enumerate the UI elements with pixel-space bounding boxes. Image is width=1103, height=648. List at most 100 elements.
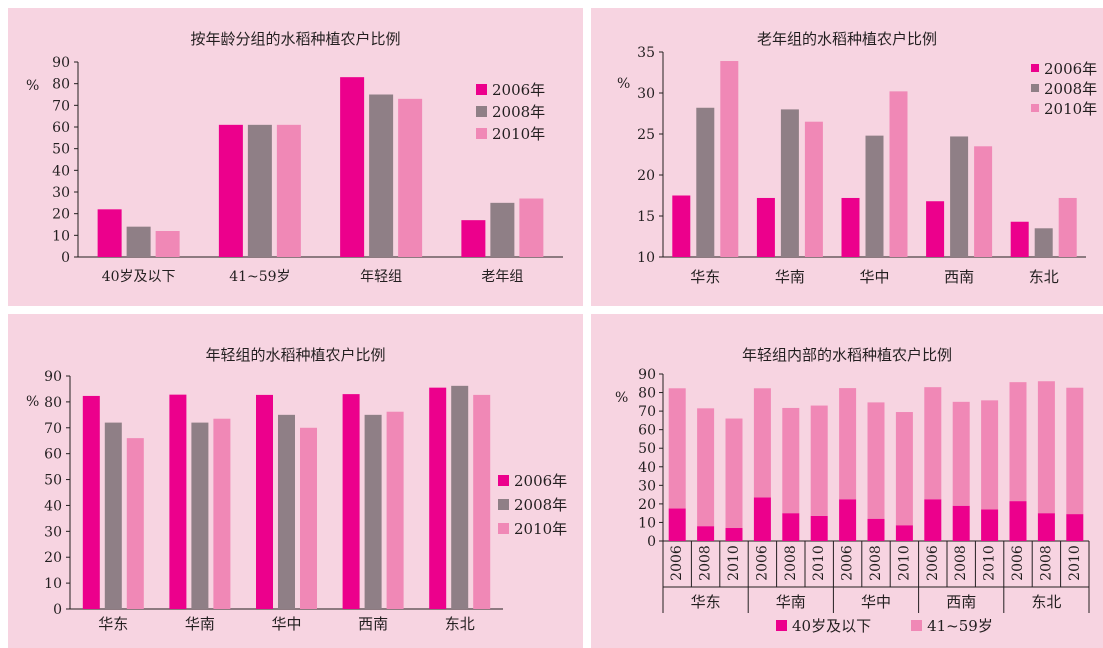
group-label: 华南	[776, 593, 806, 611]
chart-panel-old-group: 老年组的水稻种植农户比例 % 10 15 20 25 30 35 华东 华南 华中 西南 东北 20…	[591, 8, 1103, 306]
y-tick-label: 20	[52, 207, 70, 223]
y-tick-label: 20	[637, 168, 655, 184]
y-tick-label: 10	[638, 515, 656, 531]
y-tick-label: 40	[638, 460, 656, 476]
year-tick-label: 2010	[982, 545, 998, 581]
bar-segment	[952, 505, 970, 541]
y-tick-label: 80	[52, 77, 70, 93]
legend: 2006年 2008年 2010年	[1031, 58, 1097, 118]
bar	[247, 124, 272, 257]
legend-label: 40岁及以下	[792, 616, 872, 635]
bar	[218, 124, 243, 257]
legend-label: 2006年	[1044, 59, 1098, 78]
year-tick-label: 2008	[868, 545, 884, 581]
bar	[126, 438, 144, 609]
legend: 2006年 2008年 2010年	[476, 78, 545, 144]
legend-label: 2008年	[492, 102, 546, 121]
bar	[974, 146, 993, 257]
legend-swatch	[776, 619, 787, 631]
bar	[804, 121, 823, 257]
bar	[780, 109, 799, 258]
y-tick-label: 25	[637, 127, 655, 143]
bar-segment	[782, 407, 800, 514]
y-unit-label: %	[615, 390, 629, 406]
group-label: 华东	[691, 593, 721, 611]
bar	[104, 422, 122, 609]
bar-segment	[867, 402, 885, 519]
year-tick-label: 2006	[1010, 545, 1026, 581]
y-tick-label: 80	[638, 386, 656, 402]
bar-segment	[810, 405, 828, 516]
bar-segment	[895, 412, 913, 526]
bar	[256, 394, 273, 609]
bar-segment	[839, 388, 857, 500]
bar-segment	[1037, 513, 1055, 541]
y-tick-label: 20	[638, 497, 656, 513]
bar	[342, 394, 360, 609]
bar-segment	[1009, 382, 1027, 502]
y-tick-label: 35	[637, 45, 655, 61]
category-label: 华中	[859, 268, 889, 286]
bar-segment	[1009, 501, 1027, 541]
y-tick-label: 30	[52, 185, 70, 201]
bar	[1034, 228, 1053, 257]
legend-label: 2010年	[514, 519, 568, 538]
year-tick-label: 2006	[669, 545, 685, 581]
y-tick-label: 20	[44, 550, 62, 566]
bar-segment	[1066, 387, 1084, 515]
chart-plot-young-internal: 0 10 20 30 40 50 60 70 80 90 2006 2008 2010 2006 2008 2…	[638, 367, 1090, 613]
y-tick-label: 30	[44, 524, 62, 540]
bar	[519, 198, 544, 257]
category-label: 西南	[944, 268, 974, 286]
bar-segment	[725, 418, 743, 529]
legend-item-2006: 2006年	[1031, 58, 1097, 78]
chart-title: 老年组的水稻种植农户比例	[756, 30, 937, 48]
chart-plot-young-group: 0 10 20 30 40 50 60 70 80 90 华东 华南 华中 西南 东北	[44, 369, 503, 633]
y-tick-label: 60	[44, 447, 62, 463]
category-label: 华东	[98, 615, 128, 633]
category-label: 东北	[1029, 268, 1059, 286]
bar-segment	[697, 408, 715, 527]
chart-plot-old-group: 10 15 20 25 30 35 华东 华南 华中 西南 东北	[637, 45, 1086, 286]
legend-swatch	[498, 474, 509, 486]
y-tick-label: 50	[638, 441, 656, 457]
year-tick-label: 2010	[726, 545, 742, 581]
legend-swatch	[476, 127, 487, 139]
bar-segment	[697, 526, 715, 541]
bar-segment	[924, 499, 942, 541]
category-label: 老年组	[481, 269, 523, 285]
group-label: 华中	[861, 593, 891, 611]
bar	[155, 231, 180, 257]
legend-label: 41~59岁	[927, 616, 993, 635]
legend-item-2008: 2008年	[476, 100, 545, 122]
y-tick-label: 40	[52, 163, 70, 179]
y-tick-label: 60	[52, 120, 70, 136]
group-label: 东北	[1031, 593, 1061, 611]
legend-item-under-40: 40岁及以下	[776, 614, 871, 636]
category-label: 西南	[358, 615, 388, 633]
legend-item-2008: 2008年	[1031, 78, 1097, 98]
chart-plot-age-groups: 0 10 20 30 40 50 60 70 80 90 40岁及以下 41~59岁 年轻组 老年组	[52, 55, 563, 285]
category-label: 华中	[271, 615, 301, 633]
bar	[889, 91, 908, 257]
legend-item-2010: 2010年	[476, 122, 545, 144]
y-tick-label: 90	[52, 55, 70, 71]
legend-label: 2010年	[492, 124, 546, 143]
bar	[213, 418, 231, 609]
group-label: 西南	[946, 593, 976, 611]
bar	[300, 427, 317, 609]
bar	[82, 395, 100, 609]
bar-segment	[924, 387, 942, 500]
bar	[1010, 221, 1029, 257]
y-tick-label: 70	[44, 421, 62, 437]
bar-segment	[952, 401, 970, 506]
legend-label: 2006年	[492, 80, 546, 99]
y-tick-label: 50	[52, 142, 70, 158]
bar-segment	[1066, 514, 1084, 541]
bar	[364, 414, 382, 609]
y-tick-label: 30	[637, 86, 655, 102]
category-label: 40岁及以下	[102, 269, 176, 285]
bar	[126, 226, 151, 257]
bar	[490, 202, 515, 257]
legend-swatch	[1031, 104, 1039, 112]
